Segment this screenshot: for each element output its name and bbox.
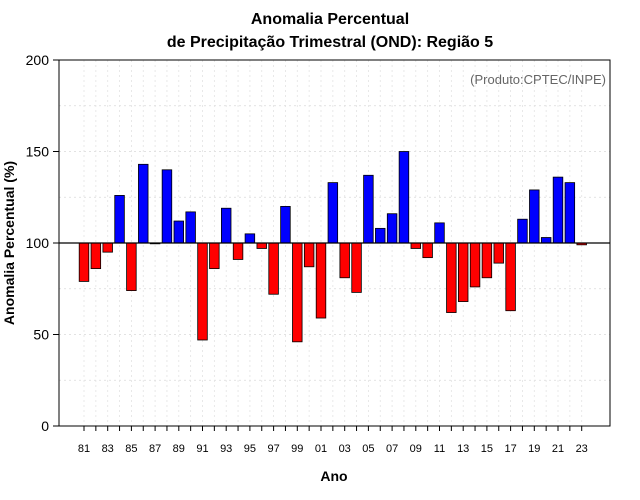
bar-20 xyxy=(540,237,552,244)
x-tick-label: 13 xyxy=(457,443,469,455)
x-tick-label: 91 xyxy=(196,443,208,455)
bar-18 xyxy=(517,218,528,244)
bar-15 xyxy=(481,242,493,279)
x-tick-label: 23 xyxy=(576,443,588,455)
bar-89 xyxy=(173,220,185,244)
bar-12 xyxy=(446,242,457,313)
bar-95 xyxy=(244,233,256,244)
bar-21 xyxy=(552,176,564,244)
x-tick-label: 15 xyxy=(481,443,493,455)
bar-85 xyxy=(126,242,137,291)
bar-83 xyxy=(102,242,113,253)
bar-96 xyxy=(256,242,267,249)
x-tick-label: 09 xyxy=(410,443,422,455)
bar-08 xyxy=(398,151,410,244)
bar-82 xyxy=(90,242,102,270)
bar-03 xyxy=(339,242,350,279)
grid-lines xyxy=(59,60,610,426)
bar-22 xyxy=(564,182,576,244)
bar-01 xyxy=(315,242,327,319)
y-axis: 0 50 100 150 200 xyxy=(26,52,59,434)
bar-04 xyxy=(351,242,362,293)
x-tick-label: 11 xyxy=(434,443,445,455)
x-tick-label: 93 xyxy=(220,443,232,455)
x-tick-label: 01 xyxy=(315,443,327,455)
bar-88 xyxy=(161,169,173,244)
x-tick-label: 07 xyxy=(386,443,398,455)
bar-91 xyxy=(197,242,208,341)
y-tick-label: 50 xyxy=(33,327,49,343)
x-tick-label: 83 xyxy=(102,443,114,455)
x-axis: 81 83 85 87 89 91 93 95 97 99 01 03 05 07 09 11 13 15 17 19… xyxy=(78,426,588,455)
bar-00 xyxy=(303,242,315,268)
x-tick-label: 97 xyxy=(267,443,279,455)
bar-92 xyxy=(209,242,220,270)
bar-09 xyxy=(410,242,422,249)
bar-81 xyxy=(78,242,90,282)
x-tick-label: 95 xyxy=(244,443,256,455)
y-tick-label: 0 xyxy=(41,418,49,434)
bar-06 xyxy=(375,227,386,244)
bar-98 xyxy=(280,205,291,244)
bar-86 xyxy=(138,163,149,244)
bar-17 xyxy=(505,242,516,312)
x-tick-label: 87 xyxy=(149,443,161,455)
x-tick-label: 17 xyxy=(504,443,516,455)
x-tick-label: 03 xyxy=(339,443,351,455)
chart-title-line1: Anomalia Percentual xyxy=(251,11,409,28)
bar-84 xyxy=(114,195,125,244)
bar-14 xyxy=(469,242,481,288)
bar-13 xyxy=(457,242,469,302)
y-tick-label: 150 xyxy=(26,144,50,160)
y-axis-label: Anomalia Percentual (%) xyxy=(1,161,17,325)
bar-10 xyxy=(422,242,433,259)
bar-05 xyxy=(363,174,374,244)
x-tick-label: 21 xyxy=(552,443,564,455)
y-tick-label: 200 xyxy=(26,52,50,68)
x-tick-label: 89 xyxy=(173,443,185,455)
y-tick-label: 100 xyxy=(26,235,50,251)
bar-07 xyxy=(386,213,398,244)
x-tick-label: 05 xyxy=(362,443,374,455)
bar-99 xyxy=(292,242,303,343)
x-tick-label: 19 xyxy=(528,443,540,455)
bar-94 xyxy=(232,242,244,260)
bar-19 xyxy=(529,189,540,244)
credit-label: (Produto:CPTEC/INPE) xyxy=(470,72,606,87)
chart-title-line2: de Precipitação Trimestral (OND): Região… xyxy=(167,34,493,51)
x-axis-label: Ano xyxy=(320,468,347,484)
bar-93 xyxy=(220,207,232,244)
bar-90 xyxy=(185,211,196,244)
bars xyxy=(78,151,587,343)
bar-02 xyxy=(327,182,339,244)
bar-11 xyxy=(434,222,445,244)
x-tick-label: 99 xyxy=(291,443,303,455)
x-tick-label: 81 xyxy=(78,443,90,455)
bar-97 xyxy=(268,242,279,295)
bar-16 xyxy=(493,242,504,264)
x-tick-label: 85 xyxy=(125,443,137,455)
